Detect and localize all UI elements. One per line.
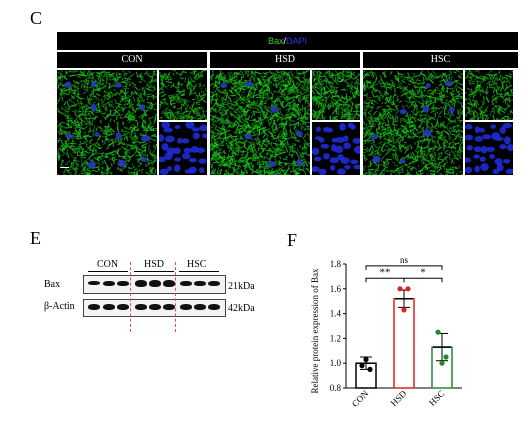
wb-size-actin: 42kDa	[228, 303, 255, 314]
panel-c-title-bar: Bax/DAPI	[57, 32, 518, 50]
wb-group-line-con	[88, 271, 128, 272]
wb-band-bax-3	[117, 280, 129, 286]
wb-divider-1	[130, 262, 131, 332]
wb-row-label-bax: Bax	[44, 279, 61, 290]
wb-band-actin-3	[117, 304, 129, 310]
wb-divider-2	[175, 262, 176, 332]
wb-band-bax-7	[180, 280, 192, 286]
micrograph-hsc-merge	[363, 70, 463, 175]
wb-band-bax-9	[208, 280, 220, 286]
wb-group-hsc: HSC	[187, 259, 207, 270]
y-tick-label-4: 1.6	[330, 284, 342, 294]
panel-e-letter: E	[30, 228, 41, 248]
dapi-stain-label: DAPI	[286, 36, 308, 46]
y-tick-label-5: 1.8	[330, 259, 342, 269]
micrograph-hsc-bax	[465, 70, 513, 120]
wb-group-line-hsd	[134, 271, 174, 272]
data-point-2-2	[439, 360, 445, 366]
stain-separator: /	[283, 36, 286, 46]
micrograph-con-merge	[57, 70, 157, 175]
y-tick-label-3: 1.4	[330, 309, 342, 319]
sig-bracket-2	[365, 265, 443, 270]
micrograph-hsd-dapi	[312, 122, 360, 175]
sig-label-2: ns	[400, 255, 409, 265]
wb-band-actin-2	[103, 304, 115, 310]
wb-row-label-actin: β-Actin	[44, 301, 75, 312]
sig-label-0: **	[380, 266, 391, 278]
y-tick-label-0: 0.8	[330, 383, 342, 393]
wb-group-line-hsc	[179, 271, 219, 272]
y-tick-label-1: 1.0	[330, 358, 342, 368]
micrograph-con-dapi	[159, 122, 207, 175]
micrograph-hsd-bax	[312, 70, 360, 120]
data-point-0-2	[363, 356, 369, 363]
data-point-0-0	[359, 363, 365, 369]
wb-band-bax-5	[149, 279, 161, 287]
panel-f-letter: F	[287, 230, 298, 250]
wb-band-actin-9	[208, 304, 220, 310]
wb-band-actin-6	[163, 304, 175, 310]
wb-band-bax-2	[103, 280, 115, 286]
wb-group-hsd: HSD	[144, 259, 165, 270]
data-point-1-1	[405, 286, 411, 292]
data-point-2-0	[435, 329, 441, 335]
wb-size-bax: 21kDa	[228, 281, 255, 292]
group-header-hsd: HSD	[210, 52, 360, 68]
scale-bar	[60, 167, 69, 168]
micrograph-hsc-dapi	[465, 122, 513, 175]
wb-band-actin-4	[135, 304, 147, 310]
y-axis-label: Relative protein expression of Bax	[310, 268, 320, 393]
sig-bracket-1	[403, 277, 443, 283]
wb-band-actin-1	[88, 304, 100, 310]
sig-label-1: *	[420, 266, 426, 278]
data-point-1-0	[397, 286, 403, 292]
wb-band-bax-8	[194, 280, 206, 286]
x-tick-label-con: CON	[350, 388, 371, 409]
wb-band-actin-8	[194, 304, 206, 310]
group-header-hsc: HSC	[363, 52, 518, 68]
wb-band-bax-4	[135, 279, 147, 287]
sig-bracket-0	[365, 277, 405, 283]
micrograph-con-bax	[159, 70, 207, 120]
micrograph-hsd-merge	[210, 70, 310, 175]
wb-group-con: CON	[97, 259, 119, 270]
bax-expression-chart: Relative protein expression of Bax 0.8 1.…	[310, 255, 462, 409]
y-tick-label-2: 1.2	[330, 333, 341, 343]
wb-band-bax-6	[163, 279, 175, 287]
data-point-1-2	[401, 307, 407, 313]
wb-band-actin-5	[149, 304, 161, 310]
data-point-0-1	[367, 366, 373, 372]
wb-band-bax-1	[88, 281, 100, 285]
panel-c-letter: C	[30, 8, 43, 28]
bax-stain-label: Bax	[267, 36, 284, 46]
group-header-con: CON	[57, 52, 207, 68]
x-tick-label-hsd: HSD	[389, 388, 409, 408]
x-tick-label-hsc: HSC	[427, 388, 446, 407]
data-point-2-1	[443, 354, 449, 360]
wb-band-actin-7	[180, 304, 192, 310]
